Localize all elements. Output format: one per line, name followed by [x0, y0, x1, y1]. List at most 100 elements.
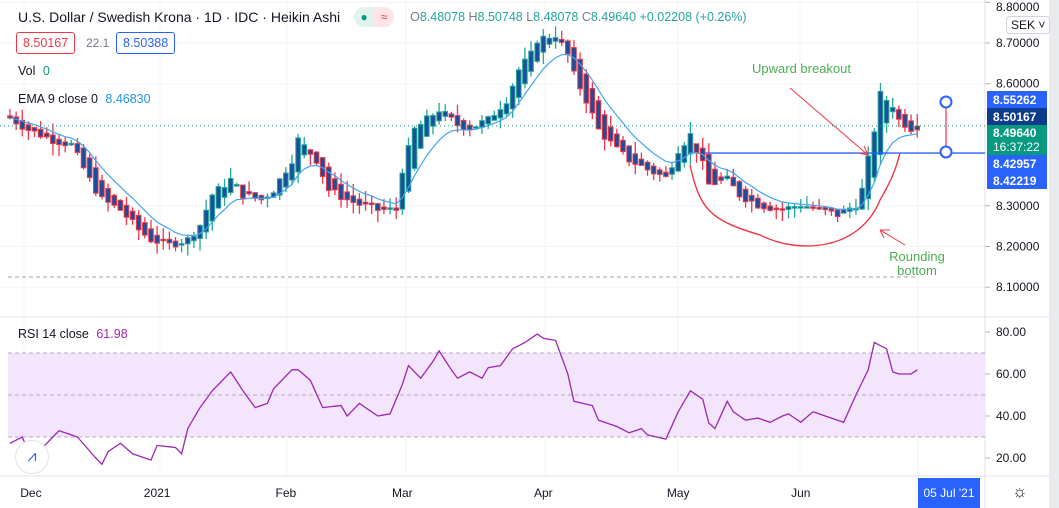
candle-body	[436, 111, 442, 122]
candle	[528, 41, 534, 77]
candle-body	[473, 126, 479, 129]
candle-body	[50, 134, 56, 145]
candle-body	[607, 126, 614, 142]
candle-body	[546, 37, 553, 45]
candle-body	[454, 115, 461, 126]
breakout-arrow	[789, 87, 869, 156]
buy-button[interactable]: 8.50388	[116, 32, 176, 54]
candle	[650, 163, 657, 181]
candle	[31, 126, 38, 138]
candle-body	[718, 176, 724, 181]
candle	[430, 113, 436, 135]
x-tick-label: Apr	[534, 486, 553, 500]
candle-body	[515, 69, 522, 98]
candle	[577, 52, 583, 96]
candle-body	[724, 175, 731, 180]
symbol-title[interactable]: U.S. Dollar / Swedish Krona · 1D · IDC ·…	[18, 9, 341, 25]
candle	[411, 126, 418, 171]
candle-body	[859, 187, 865, 210]
candle-body	[571, 47, 577, 72]
candle	[681, 141, 688, 168]
candle-body	[540, 35, 547, 53]
ema-legend[interactable]: EMA 9 close 0 8.46830	[18, 92, 151, 106]
candle	[105, 183, 111, 212]
candle-body	[123, 204, 130, 218]
rsi-legend[interactable]: RSI 14 close 61.98	[18, 327, 128, 341]
market-open-icon: ●	[354, 7, 375, 27]
candle	[460, 118, 467, 136]
candle-body	[405, 145, 412, 192]
candle-body	[56, 138, 62, 146]
candle-body	[184, 237, 191, 245]
candle	[368, 195, 375, 215]
candle	[393, 197, 399, 220]
tradingview-logo-icon[interactable]: ⩘	[15, 440, 49, 474]
candle	[80, 143, 87, 170]
candle-body	[706, 153, 712, 185]
y-tick-label: 8.80000	[996, 0, 1040, 14]
volume-legend[interactable]: Vol 0	[18, 64, 50, 78]
candle	[148, 219, 154, 244]
candle-body	[896, 109, 902, 120]
candle	[129, 207, 136, 225]
candle-body	[221, 187, 228, 198]
annotation-upward-breakout[interactable]: Upward breakout	[752, 61, 851, 76]
candle-body	[117, 199, 124, 211]
candle	[497, 100, 504, 129]
candle-body	[411, 127, 418, 169]
candle	[847, 202, 853, 219]
rsi-tick-label: 20.00	[996, 451, 1026, 465]
candle	[614, 128, 620, 148]
candle	[56, 133, 62, 157]
candle-body	[656, 169, 663, 175]
candle	[589, 82, 596, 120]
candle	[117, 199, 124, 211]
y-tick-label: 8.20000	[996, 240, 1040, 254]
annotation-rounding-bottom[interactable]: Rounding bottom	[889, 249, 945, 278]
price-label: 8.42219	[987, 172, 1047, 189]
candle	[227, 167, 234, 196]
candle-body	[368, 202, 375, 206]
candle-body	[393, 207, 399, 211]
candle	[405, 137, 412, 194]
status-pill[interactable]: ● ≈	[354, 7, 395, 27]
y-tick-label: 8.10000	[996, 280, 1040, 294]
candle	[234, 182, 240, 187]
candle	[730, 168, 737, 187]
candle-body	[301, 144, 308, 156]
candle-body	[105, 187, 111, 203]
ohlc-values: O8.48078 H8.50748 L8.48078 C8.49640 +0.0…	[410, 10, 747, 24]
candle	[485, 115, 491, 129]
candle	[184, 234, 191, 256]
candle-body	[7, 115, 13, 119]
candle	[264, 193, 271, 208]
candle	[338, 173, 344, 208]
candle-body	[252, 192, 258, 199]
wave-icon: ≈	[374, 7, 395, 27]
rounding-bottom-curve	[689, 152, 901, 247]
candle	[172, 237, 179, 252]
candle	[810, 201, 816, 211]
candle	[442, 104, 449, 122]
candle-body	[356, 198, 363, 206]
candle-body	[246, 191, 252, 195]
sell-button[interactable]: 8.50167	[16, 32, 76, 54]
candle	[68, 139, 75, 146]
candle	[325, 162, 332, 198]
x-tick-label: Jun	[791, 486, 810, 500]
currency-select[interactable]: SEK ˅	[1006, 16, 1051, 34]
x-tick-label: Mar	[392, 486, 413, 500]
ema-line	[9, 53, 918, 237]
candle	[166, 231, 173, 250]
candle-body	[448, 113, 455, 118]
candle	[111, 193, 118, 208]
candle	[626, 145, 632, 167]
candle	[785, 202, 792, 219]
candle	[540, 29, 547, 64]
settings-gear-icon[interactable]: ☼	[1012, 482, 1028, 501]
candle	[160, 227, 167, 250]
candle	[99, 174, 105, 200]
x-tick-label: 2021	[144, 486, 171, 500]
candle-body	[644, 161, 651, 171]
